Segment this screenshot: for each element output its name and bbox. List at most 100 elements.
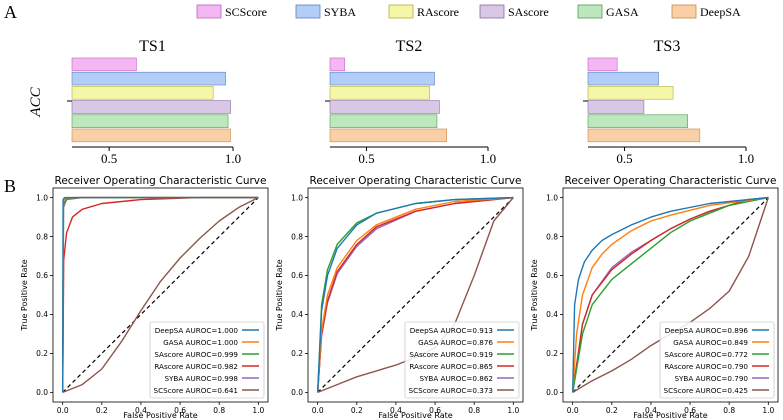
roc-legend-label: RAscore AUROC=0.982 (154, 362, 238, 371)
roc-x-axis-label: False Positive Rate (378, 411, 452, 420)
roc-legend-label: SYBA AUROC=0.862 (419, 374, 493, 383)
legend-swatch-gasa (577, 4, 603, 19)
legend-label-syba: SYBA (324, 5, 356, 19)
bar-scscore (71, 57, 137, 72)
bar-syba (329, 71, 435, 86)
roc-line-deepsa (317, 196, 514, 393)
roc-y-tick-label: 0.2 (291, 349, 303, 358)
roc-plot-frame (307, 187, 524, 403)
roc-x-tick-label: 0.0 (567, 406, 579, 415)
roc-plot-frame (562, 187, 779, 403)
roc-x-tick-label: 0.4 (645, 406, 657, 415)
roc-line-gasa (572, 196, 769, 393)
panel-label-a: A (4, 2, 17, 22)
roc-x-tick-label: 0.6 (174, 406, 186, 415)
bar-rascore (329, 86, 430, 100)
bar-sascore (587, 100, 645, 114)
roc-y-tick-label: 0.2 (546, 349, 558, 358)
roc-y-tick-label: 0.8 (546, 232, 558, 241)
roc-legend-label: SAscore AUROC=0.772 (664, 350, 748, 359)
roc-x-tick-label: 0.6 (429, 406, 441, 415)
roc-legend-box (149, 321, 265, 399)
roc-x-tick-label: 0.4 (135, 406, 147, 415)
roc-x-tick-label: 0.2 (96, 406, 108, 415)
roc-x-tick-label: 0.8 (723, 406, 735, 415)
bar-x-tick-label: 0.5 (358, 151, 374, 166)
roc-x-tick-label: 0.2 (606, 406, 618, 415)
roc-title: Receiver Operating Characteristic Curve (310, 175, 522, 187)
roc-legend-box (404, 321, 520, 399)
roc-line-scscore (62, 196, 259, 394)
bar-x-tick-label: 0.5 (616, 151, 632, 166)
roc-y-tick-label: 0.0 (36, 388, 48, 397)
roc-y-tick-label: 0.6 (546, 271, 558, 280)
bar-chart-title: TS2 (396, 38, 423, 55)
roc-y-axis-label: True Positive Rate (530, 259, 539, 331)
roc-legend-label: SYBA AUROC=0.998 (164, 374, 238, 383)
bar-rascore (587, 86, 674, 100)
roc-legend-label: DeepSA AUROC=1.000 (155, 326, 239, 335)
roc-legend-label: SCScore AUROC=0.641 (154, 386, 238, 395)
roc-legend: DeepSA AUROC=0.913 GASA AUROC=0.876 SAscor… (404, 321, 520, 399)
roc-line-gasa (317, 196, 514, 393)
roc-legend-box (659, 321, 775, 399)
bar-x-tick-label: 1.0 (480, 151, 496, 166)
roc-y-tick-label: 0.2 (36, 349, 48, 358)
roc-legend-label: DeepSA AUROC=0.896 (665, 326, 749, 335)
bar-syba (71, 71, 226, 86)
legend-swatch-rascore (388, 4, 414, 19)
bar-chart-title: TS3 (654, 38, 681, 55)
roc-chart-2: Receiver Operating Characteristic Curve 0… (275, 175, 524, 420)
legend: SCScore SYBA RAscore SAscore GASA DeepSA (196, 4, 741, 19)
bar-chart-ts3: TS3 0.5 1.0 (583, 38, 754, 166)
legend-label-gasa: GASA (606, 5, 639, 19)
roc-y-tick-label: 0.4 (36, 310, 48, 319)
roc-x-tick-label: 1.0 (507, 406, 519, 415)
bar-scscore (329, 57, 345, 72)
roc-charts: Receiver Operating Characteristic Curve 0… (20, 175, 779, 420)
bar-deepsa (587, 128, 701, 143)
roc-title: Receiver Operating Characteristic Curve (55, 175, 267, 187)
legend-label-scscore: SCScore (225, 5, 267, 19)
bar-charts: TS1 0.5 1.0 ACC TS2 0.5 1.0 TS3 0.5 1.0 (28, 38, 754, 166)
bar-deepsa (71, 128, 231, 143)
roc-y-tick-label: 1.0 (36, 193, 48, 202)
bar-y-axis-label: ACC (28, 86, 44, 117)
bar-syba (587, 71, 659, 86)
legend-swatch-syba (295, 4, 321, 19)
roc-x-tick-label: 0.8 (213, 406, 225, 415)
roc-legend-label: DeepSA AUROC=0.913 (410, 326, 493, 335)
bar-gasa (329, 114, 438, 128)
bar-deepsa (329, 128, 447, 143)
roc-legend-label: GASA AUROC=0.876 (418, 338, 493, 347)
roc-x-tick-label: 0.0 (57, 406, 69, 415)
roc-legend-label: GASA AUROC=0.849 (673, 338, 748, 347)
legend-swatch-sascore (479, 4, 505, 19)
roc-x-tick-label: 1.0 (252, 406, 264, 415)
roc-x-axis-label: False Positive Rate (123, 411, 197, 420)
bar-sascore (71, 100, 231, 114)
roc-legend-label: SCScore AUROC=0.425 (664, 386, 748, 395)
roc-legend-label: GASA AUROC=1.000 (163, 338, 238, 347)
bar-x-tick-label: 1.0 (225, 151, 241, 166)
roc-y-tick-label: 0.8 (36, 232, 48, 241)
roc-legend-label: RAscore AUROC=0.790 (664, 362, 748, 371)
roc-plot-frame (52, 187, 269, 403)
roc-legend-label: SAscore AUROC=0.999 (154, 350, 238, 359)
roc-x-tick-label: 0.2 (351, 406, 363, 415)
roc-y-tick-label: 0.0 (546, 388, 558, 397)
legend-swatch-scscore (196, 4, 222, 19)
bar-chart-ts2: TS2 0.5 1.0 (325, 38, 496, 166)
roc-y-tick-label: 0.4 (546, 310, 558, 319)
roc-y-tick-label: 0.4 (291, 310, 303, 319)
roc-legend: DeepSA AUROC=0.896 GASA AUROC=0.849 SAscor… (659, 321, 775, 399)
bar-chart-title: TS1 (139, 38, 166, 55)
legend-label-sascore: SAscore (508, 5, 549, 19)
roc-y-tick-label: 1.0 (291, 193, 303, 202)
bar-gasa (587, 114, 688, 128)
roc-x-tick-label: 0.6 (684, 406, 696, 415)
roc-chart-1: Receiver Operating Characteristic Curve 0… (20, 175, 269, 420)
roc-y-tick-label: 0.6 (291, 271, 303, 280)
roc-x-tick-label: 0.0 (312, 406, 324, 415)
